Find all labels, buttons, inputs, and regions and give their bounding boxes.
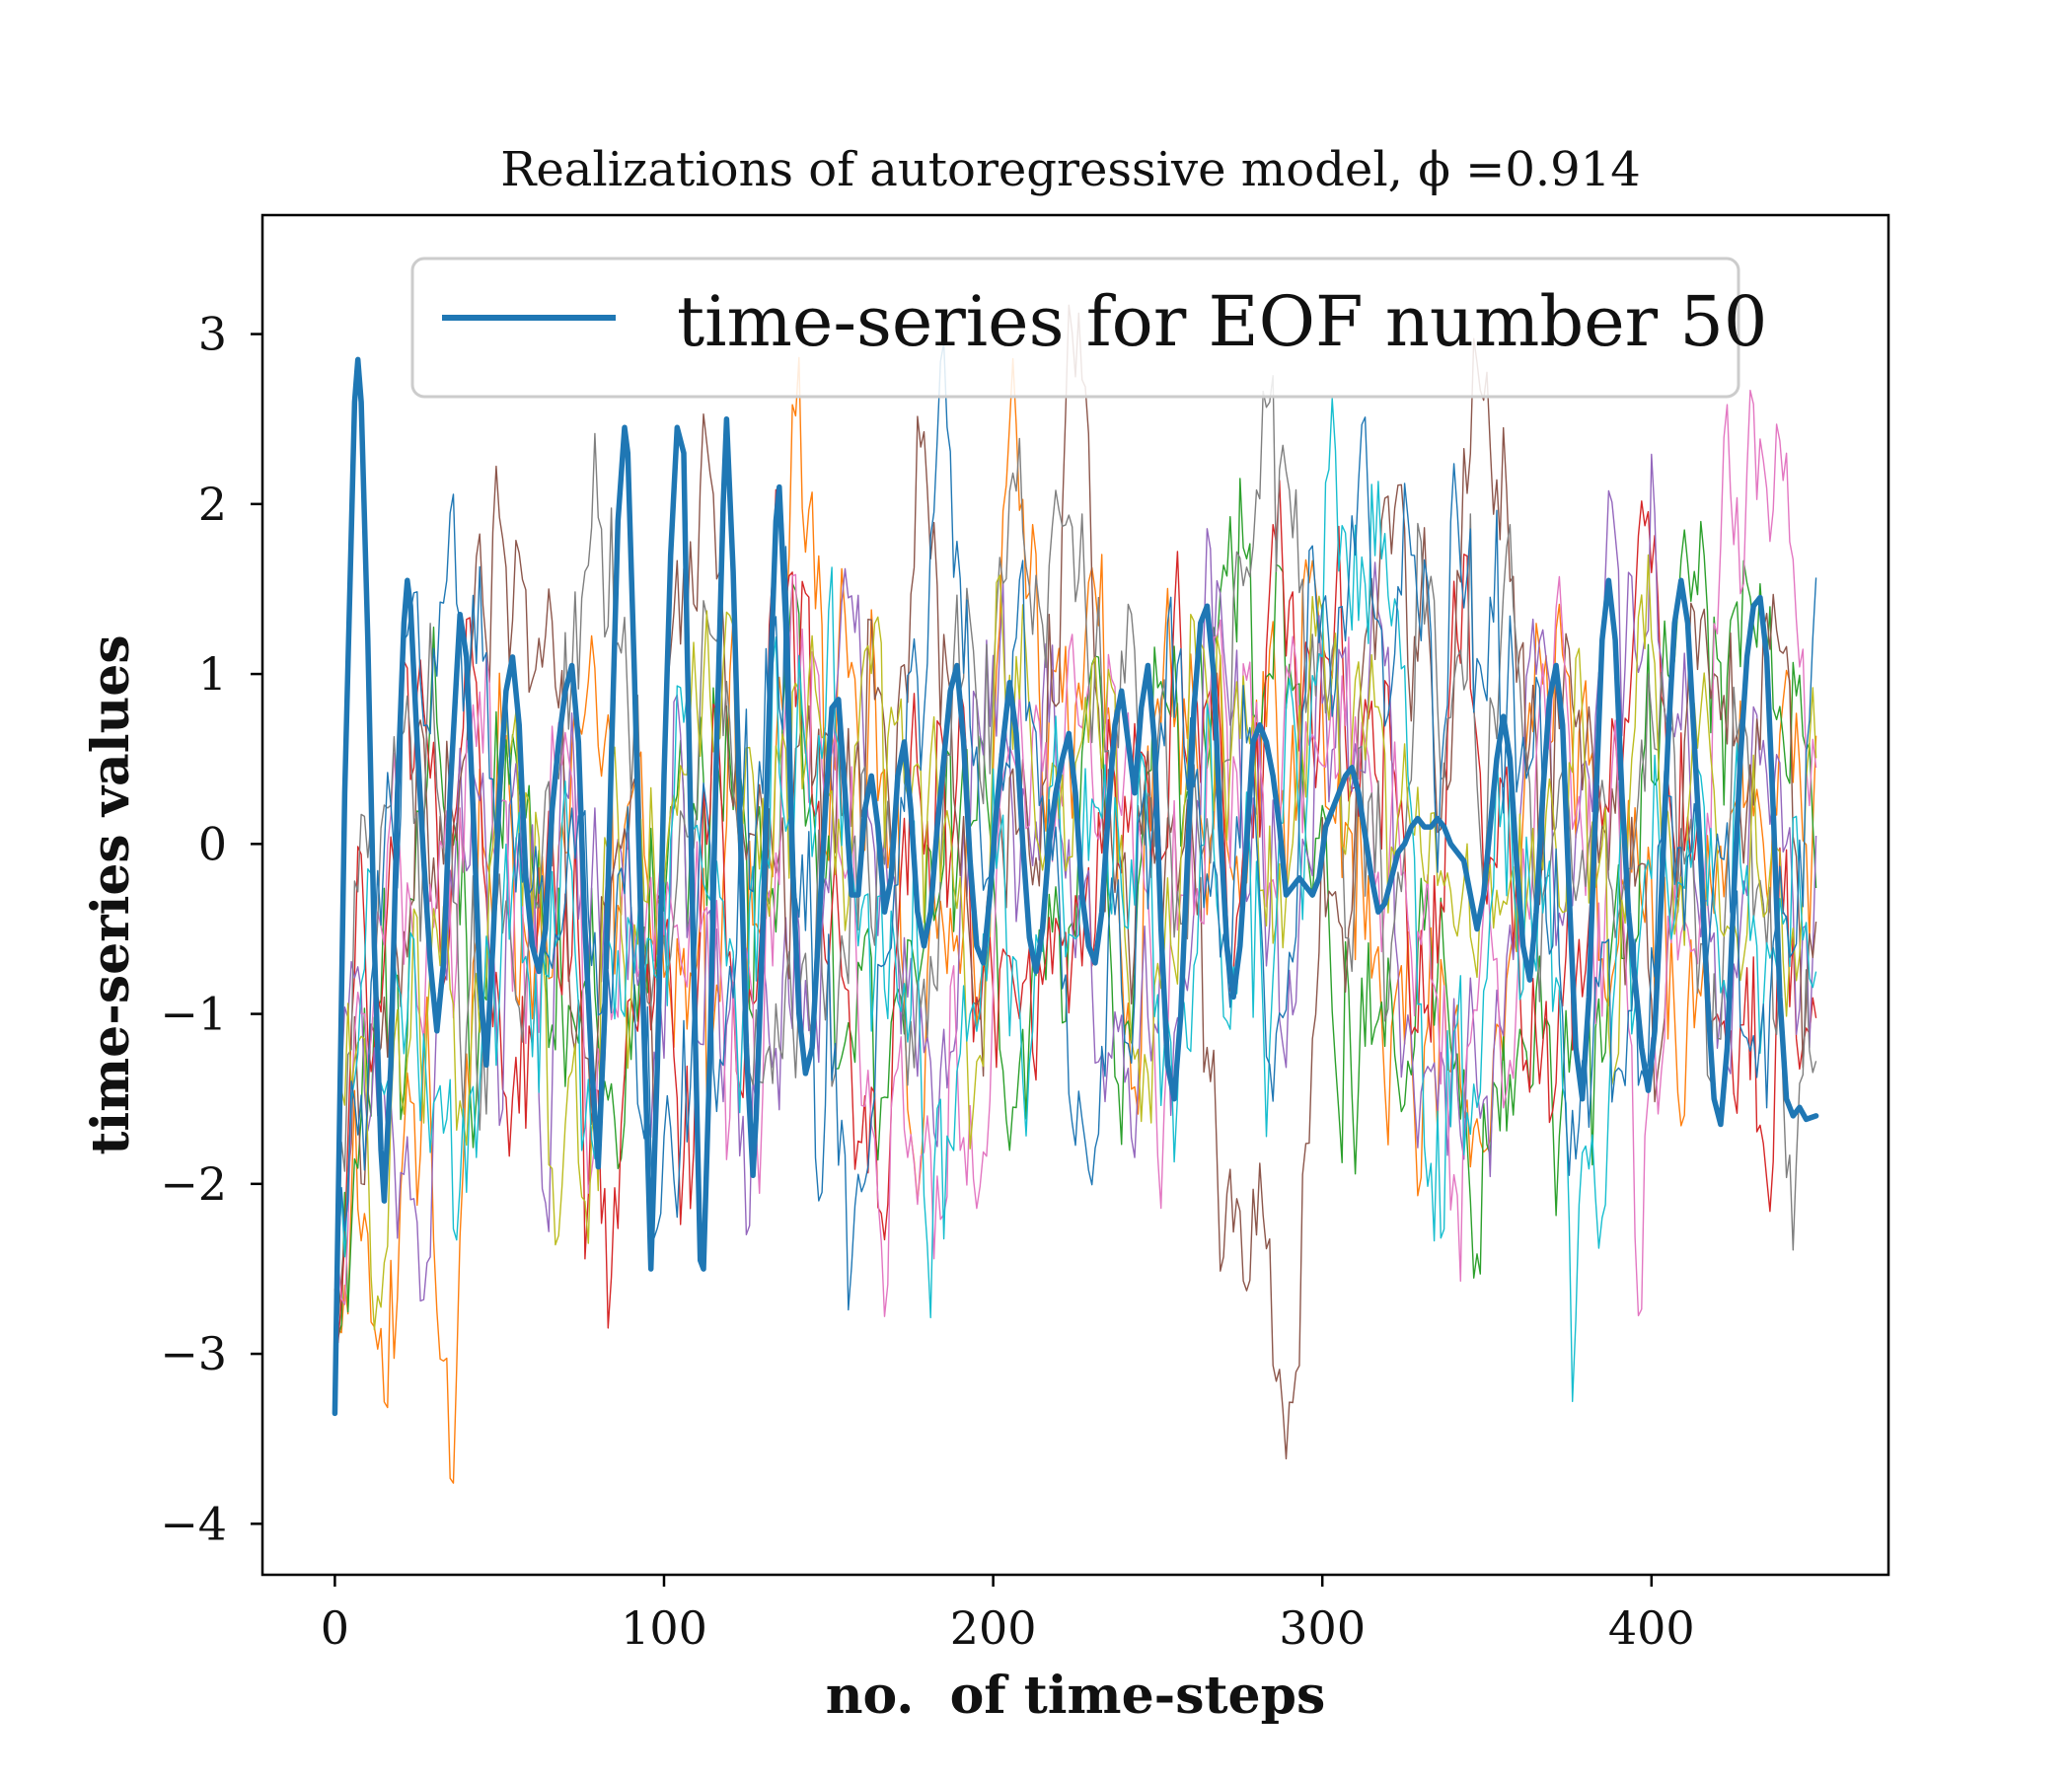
background-series-line <box>333 389 1817 1317</box>
background-series-line <box>333 375 1817 1363</box>
x-tick-label: 400 <box>1608 1601 1695 1655</box>
legend-label: time-series for EOF number 50 <box>677 281 1767 362</box>
highlighted-series-group <box>332 356 1819 1417</box>
x-tick-label: 0 <box>321 1601 349 1655</box>
y-tick-label: 1 <box>198 647 227 701</box>
y-tick-label: −2 <box>160 1157 227 1211</box>
x-tick-label: 100 <box>621 1601 707 1655</box>
y-tick-label: −1 <box>160 988 227 1041</box>
y-tick-label: −4 <box>160 1497 227 1550</box>
chart-title: Realizations of autoregressive model, ϕ … <box>500 142 1641 197</box>
y-tick-label: 0 <box>198 817 227 870</box>
plot-frame <box>260 213 1890 1577</box>
series-line-eof-50[interactable] <box>332 356 1819 1417</box>
y-axis-ticks: 3 2 1 0 −1 −2 −3 −4 <box>160 308 262 1550</box>
y-axis-title: time-series values <box>81 634 141 1154</box>
background-series-line <box>333 356 1817 1484</box>
y-tick-label: −3 <box>160 1327 227 1380</box>
x-axis-ticks: 0 100 200 300 400 <box>321 1575 1695 1655</box>
x-axis-title: no. of time-steps <box>826 1666 1326 1726</box>
y-tick-label: 2 <box>198 478 227 531</box>
y-tick-label: 3 <box>198 308 227 361</box>
legend-box <box>410 257 1740 399</box>
background-series-line <box>333 478 1817 1375</box>
x-tick-label: 300 <box>1279 1601 1366 1655</box>
background-series-line <box>333 554 1817 1361</box>
background-series-line <box>333 398 1817 1403</box>
legend[interactable]: time-series for EOF number 50 <box>410 257 1767 399</box>
x-tick-label: 200 <box>950 1601 1037 1655</box>
